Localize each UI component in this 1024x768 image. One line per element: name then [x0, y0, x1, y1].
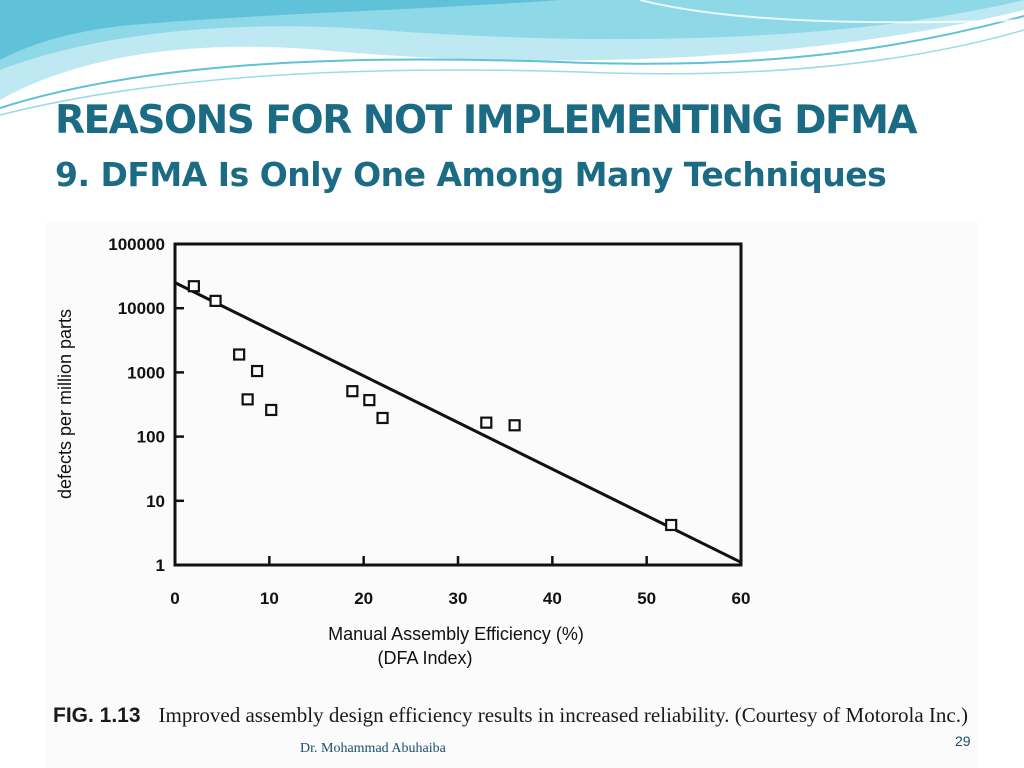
page-number: 29 — [955, 733, 971, 749]
figure-number: FIG. 1.13 — [53, 704, 141, 727]
scatter-chart: 1 10 100 1000 10000 100000 0 10 20 30 40 50 60 Manu… — [55, 235, 751, 668]
data-point — [346, 385, 359, 398]
data-point — [508, 419, 521, 432]
data-point — [241, 393, 254, 406]
data-point — [376, 411, 389, 425]
data-point — [250, 364, 264, 378]
y-tick-label: 1000 — [127, 363, 165, 382]
data-point — [480, 416, 493, 429]
data-point — [209, 294, 222, 307]
y-tick-label: 1 — [156, 556, 165, 575]
x-axis-label-secondary: (DFA Index) — [377, 648, 472, 668]
subtitle-text: DFMA Is Only One Among Many Techniques — [100, 155, 887, 194]
data-point — [665, 518, 678, 532]
slide-title: REASONS FOR NOT IMPLEMENTING DFMA — [55, 98, 918, 143]
x-tick-label: 20 — [354, 589, 373, 608]
figure-caption-text: Improved assembly design efficiency resu… — [158, 703, 968, 727]
y-tick-label: 10000 — [118, 299, 165, 318]
data-point — [233, 348, 246, 361]
plot-frame — [173, 242, 743, 567]
header-wave-decoration — [0, 0, 1024, 116]
data-point — [265, 403, 278, 417]
x-tick-label: 50 — [637, 589, 656, 608]
slide-subtitle: 9. DFMA Is Only One Among Many Technique… — [55, 155, 887, 194]
footer-author: Dr. Mohammad Abuhaiba — [300, 741, 446, 756]
x-tick-label: 40 — [543, 589, 562, 608]
x-tick-label: 60 — [732, 589, 751, 608]
y-tick-label: 100000 — [108, 235, 165, 254]
figure-caption: FIG. 1.13 Improved assembly design effici… — [53, 700, 978, 731]
x-tick-label: 30 — [449, 589, 468, 608]
x-axis-label: Manual Assembly Efficiency (%) — [328, 624, 584, 644]
x-tick-label: 10 — [260, 589, 279, 608]
data-point — [187, 280, 200, 293]
trend-line — [174, 281, 742, 564]
y-tick-label: 10 — [146, 492, 165, 511]
data-point — [363, 394, 376, 407]
y-axis-label: defects per million parts — [55, 309, 75, 499]
figure-panel: 1 10 100 1000 10000 100000 0 10 20 30 40 50 60 Manu… — [45, 222, 978, 768]
subtitle-number: 9. — [55, 155, 90, 194]
y-tick-label: 100 — [137, 428, 165, 447]
x-tick-label: 0 — [170, 589, 179, 608]
